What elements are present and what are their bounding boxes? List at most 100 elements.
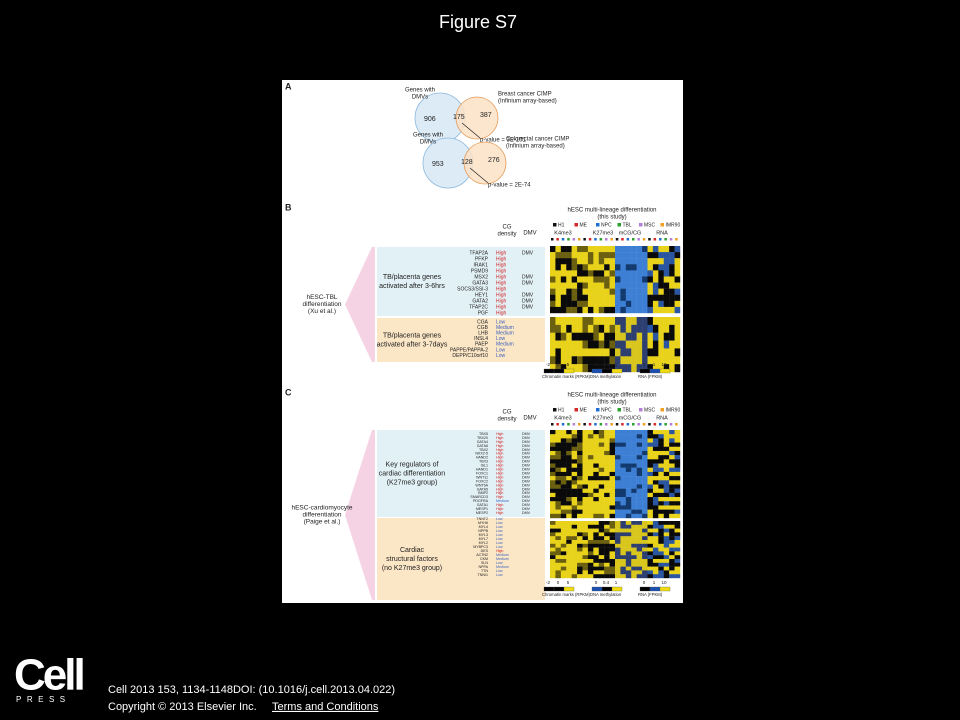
- heatmap-cell: [631, 459, 637, 464]
- heatmap-cell: [582, 484, 589, 489]
- heatmap-cell: [604, 288, 610, 295]
- terms-link[interactable]: Terms and Conditions: [272, 701, 379, 713]
- heatmap-cell: [652, 562, 659, 567]
- sample-dot: [637, 238, 640, 241]
- gene-name: GATA4: [477, 440, 488, 444]
- heatmap-cell: [631, 532, 637, 537]
- legend-label: MSC: [644, 407, 656, 413]
- heatmap-cell: [620, 276, 627, 283]
- heatmap-cell: [625, 246, 632, 253]
- heatmap-cell: [550, 555, 556, 560]
- heatmap-cell: [620, 463, 627, 468]
- heatmap-cell: [609, 434, 616, 439]
- heatmap-cell: [598, 484, 605, 489]
- heatmap-cell: [571, 492, 578, 498]
- heatmap-cell: [587, 306, 594, 314]
- heatmap-cell: [577, 528, 583, 533]
- heatmap-cell: [652, 501, 659, 506]
- heatmap-cell: [652, 282, 659, 289]
- heatmap-cell: [615, 562, 621, 567]
- heatmap-cell: [582, 497, 589, 502]
- heatmap-cell: [555, 562, 562, 567]
- sample-dot: [648, 423, 651, 426]
- heatmap-cell: [625, 430, 632, 435]
- heatmap-cell: [555, 348, 562, 357]
- heatmap-cell: [598, 536, 605, 541]
- heatmap-cell: [593, 258, 599, 265]
- heatmap-cell: [652, 270, 659, 277]
- heatmap-cell: [571, 430, 578, 435]
- subgroup-box: [377, 518, 545, 600]
- heatmap-cell: [669, 513, 675, 519]
- heatmap-cell: [555, 566, 562, 571]
- col-header: DMV: [523, 231, 536, 237]
- heatmap-cell: [663, 356, 670, 365]
- heatmap-cell: [620, 288, 627, 295]
- gene-name: SMARCD3: [470, 495, 488, 499]
- heatmap-cell: [560, 484, 567, 489]
- heatmap-cell: [609, 246, 616, 253]
- heatmap-cell: [615, 356, 621, 365]
- scale-bar: [659, 586, 671, 592]
- venn-label: (Infinium array-based): [498, 99, 557, 105]
- scale-tick: 5: [567, 362, 570, 367]
- heatmap-cell: [550, 276, 556, 283]
- heatmap-cell: [593, 442, 599, 447]
- heatmap-cell: [652, 450, 659, 456]
- heatmap-cell: [652, 332, 659, 341]
- heatmap-cell: [555, 574, 562, 579]
- heatmap-cell: [658, 501, 664, 506]
- heatmap-cell: [582, 492, 589, 498]
- heatmap-cell: [636, 463, 643, 468]
- heatmap-cell: [669, 547, 675, 552]
- heatmap-cell: [663, 438, 670, 443]
- heatmap-cell: [550, 282, 556, 289]
- heatmap-cell: [550, 364, 556, 373]
- heatmap-cell: [615, 446, 621, 452]
- heatmap-cell: [625, 570, 632, 575]
- heatmap-cell: [604, 505, 610, 510]
- heatmap-cell: [582, 332, 589, 341]
- heatmap-cell: [674, 488, 681, 494]
- heatmap-title: hESC multi-lineage differentiation: [568, 208, 657, 214]
- heatmap-cell: [658, 509, 664, 515]
- heatmap-cell: [663, 348, 670, 357]
- heatmap-cell: [636, 348, 643, 357]
- gene-name: GATA2: [472, 298, 488, 304]
- heatmap-cell: [642, 528, 648, 533]
- scale-bar: [639, 368, 651, 374]
- heatmap-cell: [577, 356, 583, 365]
- heatmap-cell: [550, 288, 556, 295]
- heatmap-cell: [631, 501, 637, 506]
- gene-name: CKM: [480, 557, 488, 561]
- heatmap-cell: [625, 340, 632, 349]
- gene-name: TNNI1: [478, 573, 488, 577]
- heatmap-cell: [577, 463, 583, 468]
- heatmap-cell: [647, 258, 654, 265]
- subgroup-label: TB/placenta genes: [383, 274, 442, 281]
- heatmap-cell: [560, 505, 567, 510]
- scale-bar: [591, 586, 603, 592]
- heatmap-cell: [620, 547, 627, 552]
- heatmap-cell: [593, 340, 599, 349]
- heatmap-cell: [582, 306, 589, 314]
- heatmap-cell: [620, 476, 627, 481]
- heatmap-cell: [571, 505, 578, 510]
- heatmap-cell: [642, 300, 648, 308]
- heatmap-cell: [642, 463, 648, 468]
- heatmap-cell: [636, 555, 643, 560]
- heatmap-cell: [577, 438, 583, 443]
- heatmap-cell: [674, 270, 681, 277]
- heatmap-cell: [577, 551, 583, 556]
- heatmap-cell: [658, 252, 664, 259]
- dmv-flag: DMV: [522, 436, 531, 440]
- heatmap-cell: [577, 566, 583, 571]
- heatmap-cell: [560, 536, 567, 541]
- heatmap-cell: [652, 536, 659, 541]
- heatmap-cell: [652, 547, 659, 552]
- heatmap-cell: [550, 528, 556, 533]
- heatmap-cell: [577, 492, 583, 498]
- heatmap-cell: [669, 574, 675, 579]
- heatmap-cell: [609, 294, 616, 302]
- heatmap-cell: [636, 536, 643, 541]
